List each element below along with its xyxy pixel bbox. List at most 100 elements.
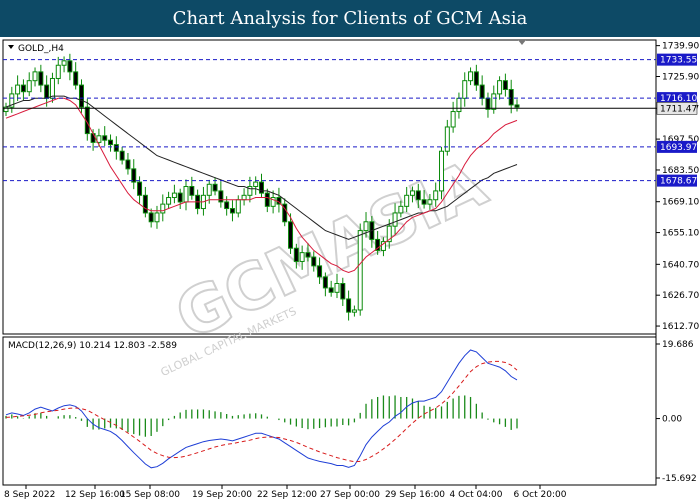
candle-body bbox=[189, 186, 195, 196]
candle-body bbox=[229, 208, 235, 214]
level-label-box bbox=[657, 140, 697, 153]
candle-body bbox=[20, 84, 26, 93]
candle-body bbox=[3, 106, 9, 113]
candle-body bbox=[49, 77, 55, 99]
candle-body bbox=[183, 186, 189, 203]
candle-body bbox=[26, 80, 32, 93]
candle-body bbox=[235, 199, 241, 214]
candle-body bbox=[293, 247, 299, 262]
candle-body bbox=[351, 309, 357, 313]
scroll-marker-icon[interactable] bbox=[518, 40, 526, 45]
signal-line bbox=[5, 360, 518, 463]
candle-body bbox=[305, 252, 311, 258]
candle-body bbox=[119, 150, 125, 161]
candle-body bbox=[247, 186, 253, 196]
price-tick-label: 1655.10 bbox=[662, 229, 699, 239]
candle-body bbox=[491, 93, 497, 110]
price-tick-label: 1697.50 bbox=[662, 135, 699, 145]
price-tick-label: 1626.70 bbox=[662, 291, 699, 301]
x-tick-label: 27 Sep 00:00 bbox=[320, 490, 380, 500]
candle-body bbox=[218, 190, 224, 203]
x-tick-label: 19 Sep 20:00 bbox=[192, 490, 252, 500]
candle-body bbox=[142, 194, 148, 214]
ma-slow-line bbox=[5, 95, 518, 240]
candle-body bbox=[317, 265, 323, 278]
candle-body bbox=[357, 230, 363, 311]
candle-body bbox=[166, 197, 172, 205]
ma-fast-line bbox=[5, 97, 518, 274]
candle-body bbox=[171, 192, 177, 199]
candle-body bbox=[270, 197, 276, 207]
candle-body bbox=[427, 199, 433, 205]
price-tick-label: 1725.90 bbox=[662, 72, 699, 82]
candle-body bbox=[456, 97, 462, 113]
candle-body bbox=[32, 71, 38, 82]
candle-body bbox=[148, 212, 154, 223]
candle-body bbox=[444, 126, 450, 152]
candle-body bbox=[375, 238, 381, 251]
candle-body bbox=[514, 104, 520, 108]
candle-body bbox=[421, 199, 427, 205]
candle-body bbox=[409, 190, 415, 196]
candle-body bbox=[137, 181, 143, 196]
price-tick-label: 1640.70 bbox=[662, 260, 699, 270]
candle-body bbox=[404, 194, 410, 207]
candle-body bbox=[380, 241, 386, 251]
candle-body bbox=[131, 168, 137, 183]
candle-body bbox=[259, 181, 264, 194]
candle-body bbox=[73, 71, 79, 86]
candle-body bbox=[224, 201, 230, 210]
x-tick-label: 15 Sep 08:00 bbox=[120, 490, 180, 500]
candle-body bbox=[9, 93, 15, 108]
candle-body bbox=[102, 135, 108, 141]
candle-body bbox=[212, 183, 218, 192]
candle-body bbox=[15, 84, 21, 95]
candle-body bbox=[288, 221, 294, 249]
x-tick-label: 29 Sep 16:00 bbox=[385, 490, 445, 500]
macd-label: MACD(12,26,9) 10.214 12.803 -2.589 bbox=[8, 341, 177, 351]
candle-body bbox=[160, 203, 166, 214]
candle-body bbox=[177, 192, 183, 203]
level-label: 1733.55 bbox=[660, 56, 697, 66]
candle-body bbox=[479, 84, 485, 99]
candle-body bbox=[38, 71, 44, 86]
current-price-box bbox=[656, 102, 698, 115]
candle-body bbox=[154, 212, 160, 223]
candle-body bbox=[67, 60, 73, 73]
x-tick-label: 22 Sep 12:00 bbox=[257, 490, 317, 500]
candle-body bbox=[346, 298, 352, 313]
x-tick-label: 6 Oct 20:00 bbox=[514, 490, 567, 500]
candle-body bbox=[462, 80, 468, 99]
candle-body bbox=[363, 221, 369, 232]
candle-body bbox=[485, 97, 491, 110]
candle-body bbox=[322, 276, 328, 289]
macd-tick-label: 0.00 bbox=[662, 415, 682, 425]
x-tick-label: 12 Sep 16:00 bbox=[65, 490, 125, 500]
candle-body bbox=[340, 283, 346, 300]
candle-body bbox=[299, 252, 305, 262]
candle-body bbox=[78, 84, 84, 108]
level-label-box bbox=[657, 174, 697, 187]
candle-body bbox=[328, 287, 334, 293]
candle-body bbox=[398, 205, 404, 214]
candle-body bbox=[508, 89, 514, 106]
candle-body bbox=[241, 194, 247, 201]
level-label: 1716.10 bbox=[660, 94, 697, 104]
current-price-label: 1711.47 bbox=[660, 104, 697, 114]
symbol-label: GOLD_,H4 bbox=[18, 44, 64, 54]
level-label-box bbox=[657, 53, 697, 66]
candle-body bbox=[96, 135, 102, 143]
candle-body bbox=[392, 212, 398, 227]
symbol-dropdown-icon[interactable] bbox=[8, 45, 14, 49]
candle-body bbox=[334, 283, 340, 293]
macd-panel-frame bbox=[2, 336, 657, 486]
x-tick-label: 8 Sep 2022 bbox=[4, 490, 55, 500]
candle-body bbox=[450, 111, 456, 128]
candle-body bbox=[439, 150, 445, 192]
candle-body bbox=[108, 139, 114, 146]
candle-body bbox=[113, 144, 119, 152]
candle-body bbox=[253, 181, 259, 188]
candle-body bbox=[90, 133, 96, 143]
candle-body bbox=[415, 190, 421, 201]
candle-body bbox=[282, 203, 288, 223]
